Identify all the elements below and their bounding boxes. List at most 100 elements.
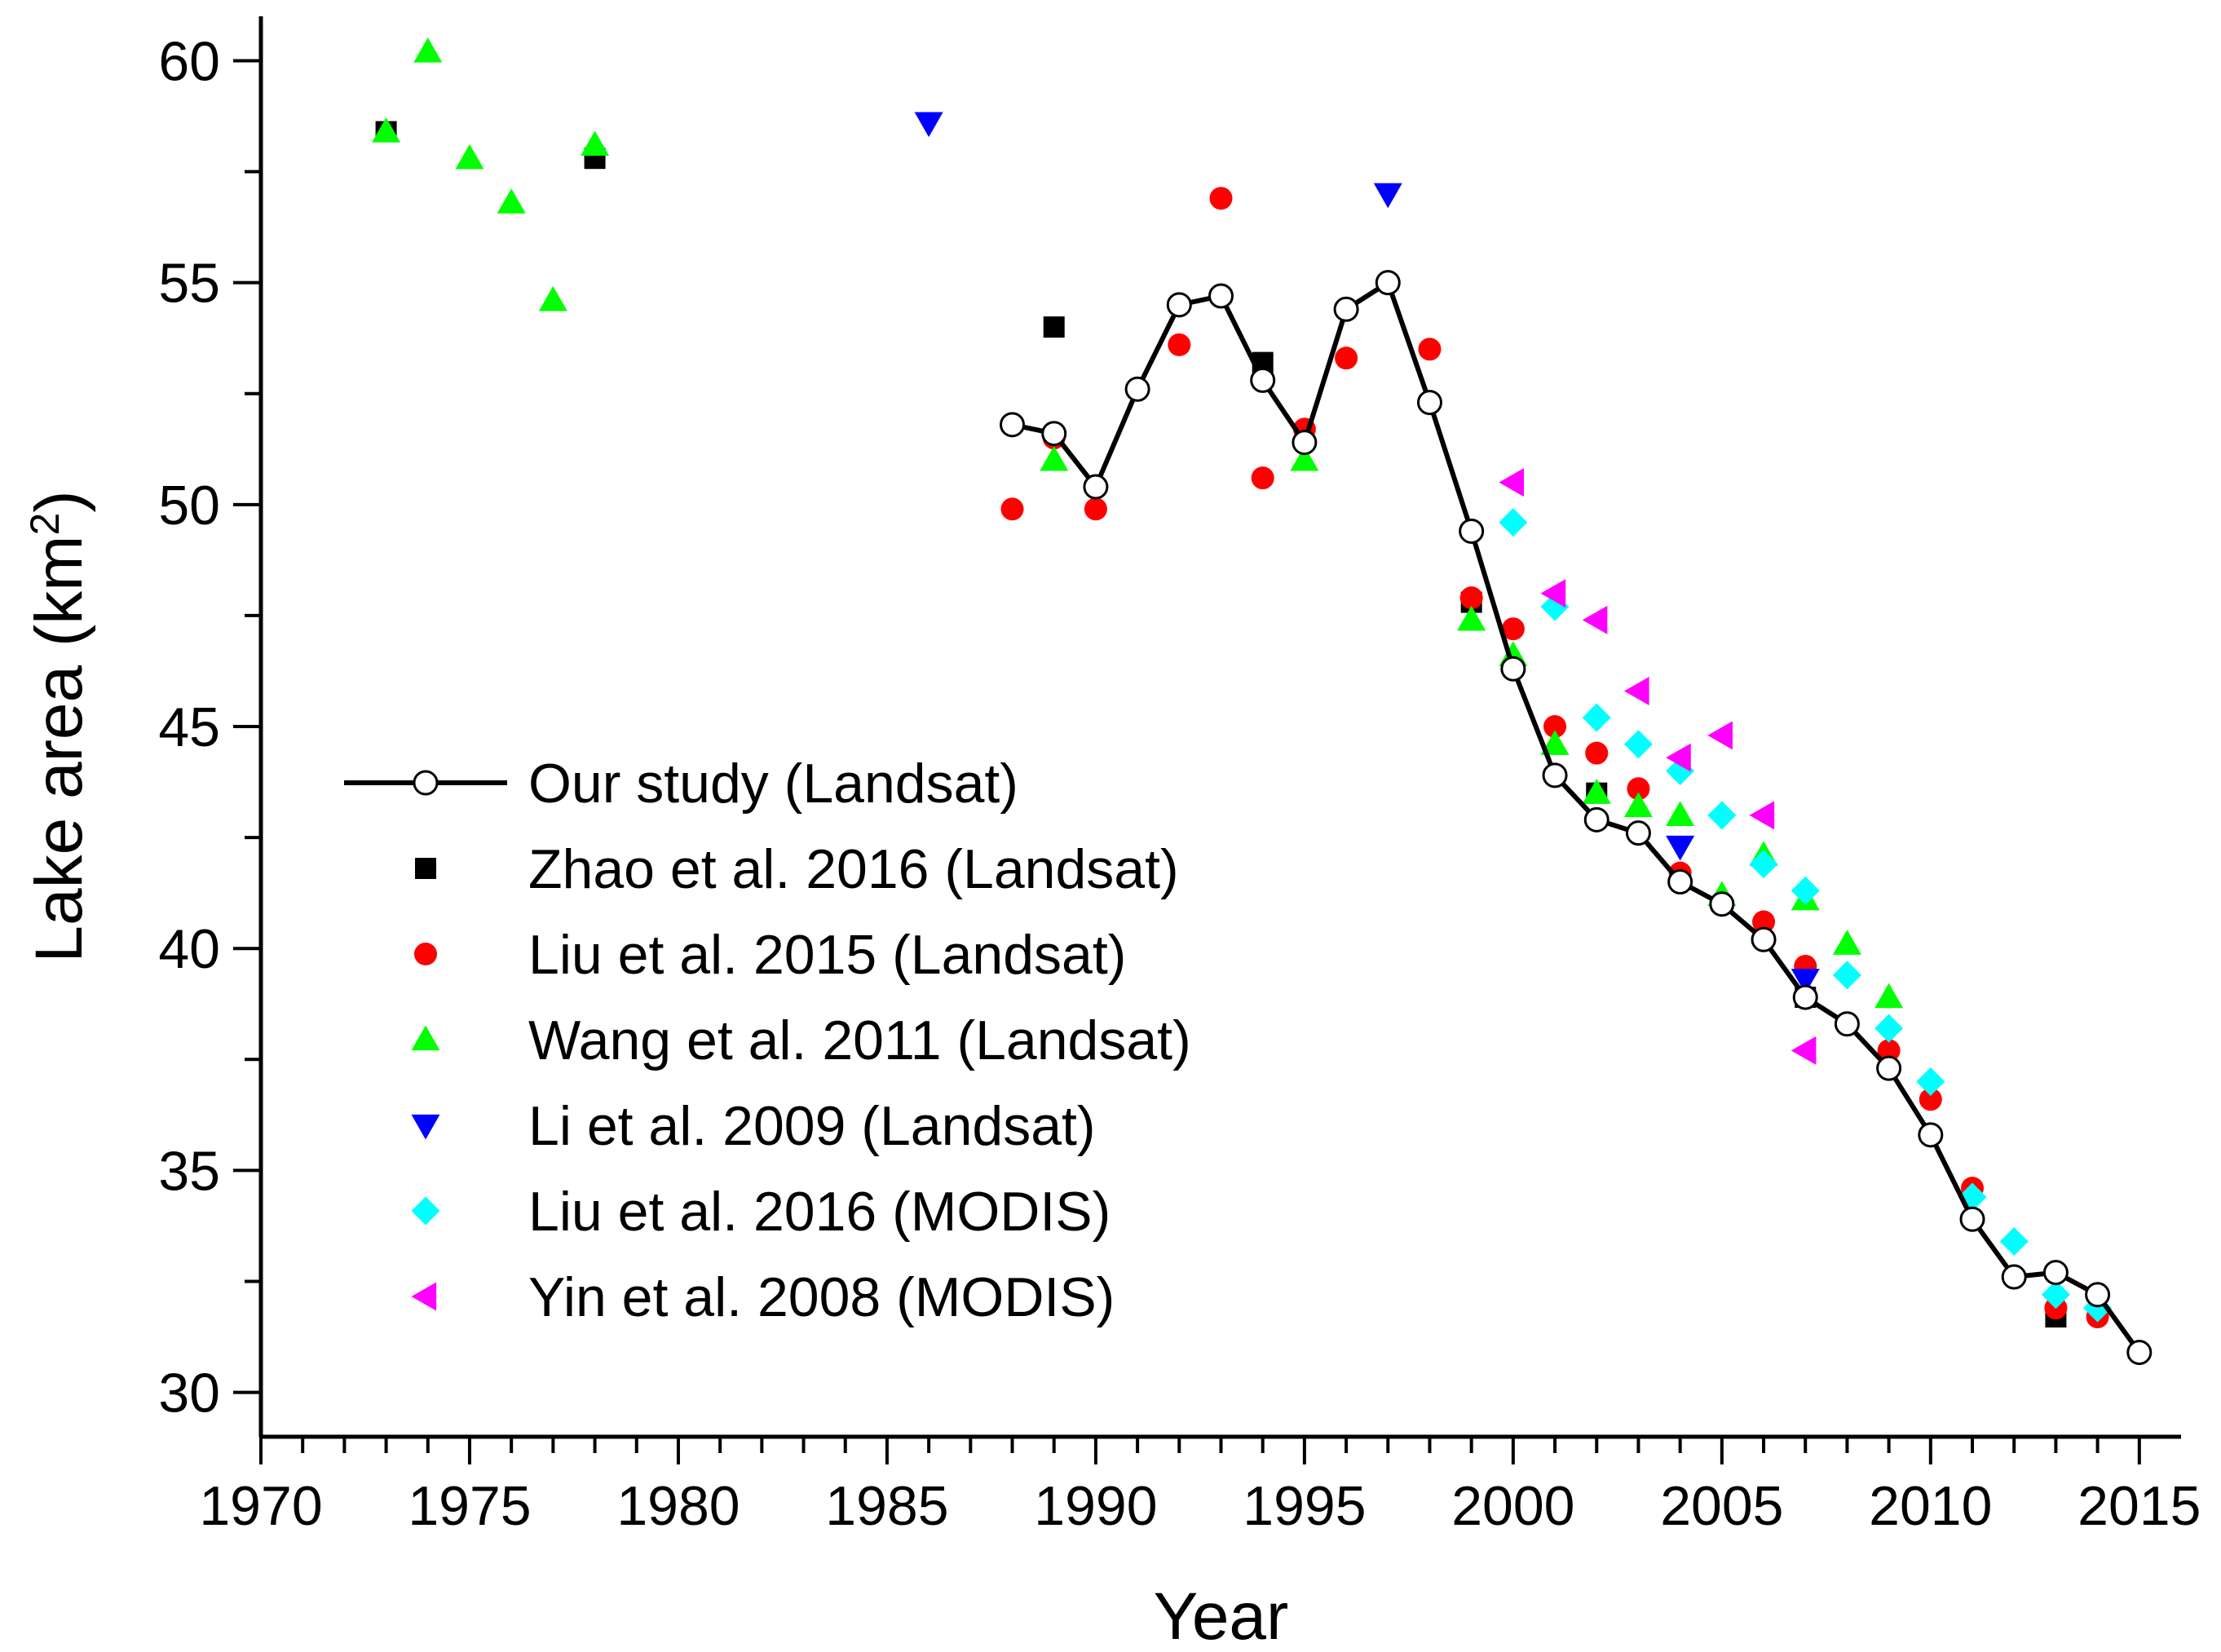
data-point (1416, 390, 1442, 416)
data-point (1542, 762, 1568, 788)
data-point (1499, 468, 1524, 497)
data-point (1083, 474, 1109, 500)
data-point (2085, 1282, 2111, 1308)
legend-label: Li et al. 2009 (Landsat) (528, 1095, 1096, 1157)
data-point (1623, 730, 1653, 759)
data-point (1666, 801, 1695, 826)
data-point (1874, 983, 1904, 1009)
data-point (1625, 820, 1651, 846)
data-point (1623, 792, 1653, 818)
y-axis-title-superscript: 2 (22, 513, 68, 536)
data-point (1916, 1067, 1945, 1096)
data-point (1250, 367, 1276, 393)
x-tick-label: 1995 (1243, 1475, 1366, 1537)
x-tick-label: 2000 (1451, 1475, 1574, 1537)
data-point (1168, 333, 1191, 356)
x-tick-label: 1990 (1034, 1475, 1157, 1537)
legend-marker-swatch (411, 1196, 440, 1226)
data-point (1667, 869, 1693, 895)
data-point (1209, 187, 1233, 210)
data-point (1208, 283, 1234, 309)
data-point (1627, 777, 1650, 801)
data-point (1166, 292, 1192, 318)
y-tick-label: 60 (158, 30, 220, 92)
data-point (1752, 910, 1776, 934)
data-point (1623, 676, 1649, 705)
data-point (372, 117, 401, 143)
y-tick-label: 45 (158, 696, 220, 758)
legend-label: Yin et al. 2008 (MODIS) (528, 1266, 1115, 1328)
data-point (1418, 338, 1442, 361)
series-line (1011, 280, 2142, 1354)
x-tick-label: 2015 (2077, 1475, 2201, 1537)
data-point (1084, 497, 1107, 521)
legend: Our study (Landsat) Zhao et al. 2016 (Lan… (344, 753, 1191, 1328)
axis-ticks (233, 59, 2141, 1464)
legend-label: Wang et al. 2011 (Landsat) (528, 1009, 1191, 1071)
legend-marker-swatch (414, 943, 437, 965)
data-point (581, 130, 610, 156)
data-point (1041, 421, 1067, 447)
data-point (2001, 1264, 2027, 1290)
legend-label: Liu et al. 2016 (MODIS) (528, 1181, 1110, 1243)
y-axis-title-close: ) (22, 490, 96, 512)
data-point (1707, 721, 1733, 750)
data-point (1585, 741, 1609, 765)
data-point (1543, 715, 1567, 738)
legend-marker-swatch (411, 1025, 440, 1051)
data-point (1877, 1039, 1901, 1062)
data-point (1790, 876, 1820, 905)
data-point (1500, 656, 1526, 682)
y-tick-label: 35 (158, 1140, 220, 1202)
data-point (1707, 801, 1737, 830)
legend-label: Zhao et al. 2016 (Landsat) (528, 838, 1179, 900)
legend-marker-swatch (411, 1282, 437, 1311)
data-point (1790, 1036, 1817, 1065)
data-point (538, 285, 567, 311)
data-point (1790, 969, 1820, 994)
data-point (1751, 926, 1777, 952)
data-point (1000, 412, 1026, 438)
data-point (1373, 183, 1402, 209)
y-tick-label: 40 (158, 918, 220, 980)
data-point (1582, 703, 1611, 732)
legend-marker-swatch (413, 770, 439, 796)
data-point (1333, 296, 1359, 322)
data-point (1459, 518, 1485, 544)
data-point (914, 112, 943, 138)
y-tick-label: 50 (158, 475, 220, 537)
data-point (1834, 1011, 1860, 1037)
y-axis-title-main: Lake area (km (22, 536, 96, 963)
legend-item: Yin et al. 2008 (MODIS) (411, 1266, 1115, 1328)
data-point (1501, 617, 1525, 641)
y-tick-label: 55 (158, 253, 220, 315)
data-point (1999, 1226, 2029, 1256)
series-li-et-al-2009-landsat (914, 112, 1820, 994)
data-point (1709, 891, 1735, 917)
data-point (1959, 1206, 1985, 1232)
data-point (1832, 961, 1861, 990)
data-point (497, 188, 526, 214)
legend-item: Wang et al. 2011 (Landsat) (411, 1009, 1191, 1071)
data-point (413, 38, 443, 63)
data-point (2042, 1260, 2069, 1286)
x-tick-label: 1980 (616, 1475, 740, 1537)
data-point (1290, 445, 1319, 471)
series-yin-et-al-2008-modis (1499, 468, 1817, 1065)
legend-marker-swatch (411, 1114, 440, 1140)
x-tick-label: 2010 (1869, 1475, 1992, 1537)
data-point (1043, 316, 1065, 338)
data-point (1583, 806, 1609, 833)
y-tick-label: 30 (158, 1363, 220, 1425)
data-point (1540, 730, 1570, 755)
data-point (1251, 466, 1274, 490)
data-point (1459, 586, 1483, 610)
data-point (1582, 605, 1608, 634)
legend-item: Liu et al. 2015 (Landsat) (414, 924, 1126, 986)
data-point (1666, 743, 1691, 772)
data-point (1749, 801, 1775, 830)
x-tick-label: 1975 (408, 1475, 531, 1537)
data-point (1666, 835, 1695, 861)
axis-tick-labels: 1970 1975 1980 1985 1990 1995 2000 2005 2010 2015… (158, 30, 2201, 1537)
